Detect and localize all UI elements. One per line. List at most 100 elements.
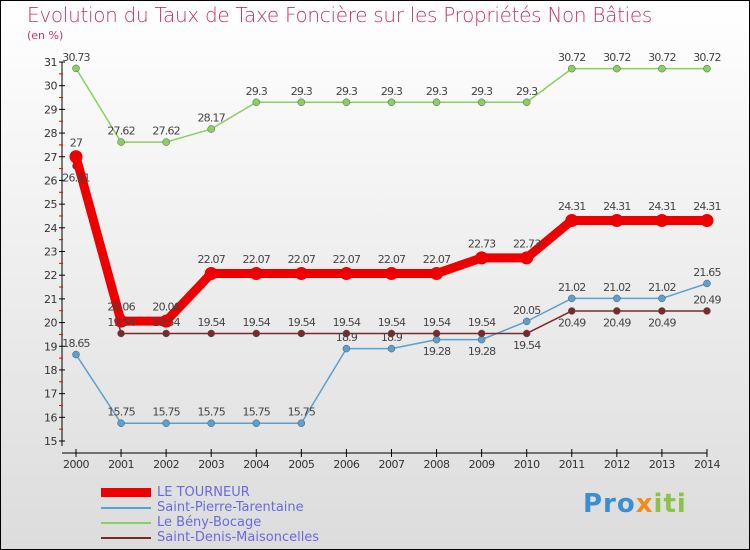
data-label: 21.02 [648,281,676,294]
data-label: 30.72 [558,51,586,64]
legend-swatch [101,488,151,497]
data-label: 30.73 [62,51,90,64]
data-label: 21.65 [693,266,721,279]
data-label: 28.17 [197,112,225,125]
data-point [342,344,351,353]
legend-swatch [101,536,151,539]
data-label: 22.73 [513,237,541,250]
legend-swatch [101,506,151,509]
y-tick-label: 20 [44,317,57,330]
data-label: 20.49 [603,316,631,329]
data-point [249,267,263,281]
data-point [610,213,624,227]
x-tick-label: 2005 [288,458,314,471]
data-label: 20.05 [513,304,541,317]
data-point [658,307,666,315]
data-label: 21.02 [558,281,586,294]
proxiti-logo: Proxiti [583,489,687,519]
data-label: 30.72 [603,51,631,64]
data-point [207,329,215,338]
data-label: 29.3 [426,85,448,98]
data-point [658,64,666,73]
x-tick-label: 2007 [378,458,404,471]
data-point [339,267,353,281]
y-tick-label: 31 [44,56,57,69]
data-label: 15.75 [152,406,180,419]
data-point [432,98,441,107]
data-point [297,419,306,427]
data-point [342,329,351,338]
legend-label: Le Bény-Bocage [157,515,262,530]
data-label: 19.54 [423,316,451,329]
data-label: 22.07 [333,253,361,266]
data-point [72,350,80,359]
data-point [387,98,396,107]
data-point [114,314,128,328]
data-point [430,267,444,281]
data-label: 20.06 [107,301,135,314]
x-tick-label: 2001 [108,458,134,471]
y-tick-label: 29 [44,103,57,116]
data-point [252,329,261,338]
data-point [252,98,261,107]
data-label: 22.07 [378,253,406,266]
legend-item: Saint-Pierre-Tarentaine [101,500,319,515]
data-label: 29.3 [246,85,268,98]
y-tick-label: 16 [44,411,57,424]
data-label: 27.62 [107,125,135,138]
data-point [658,294,666,303]
data-point [613,64,621,73]
data-label: 19.28 [468,345,496,358]
x-tick-label: 2008 [424,458,450,471]
data-label: 19.54 [333,316,361,329]
x-tick-label: 2014 [694,458,720,471]
data-label: 19.28 [423,345,451,358]
data-point [69,150,83,164]
data-point [432,329,441,338]
data-point [159,314,173,328]
data-label: 29.3 [471,85,493,98]
data-label: 19.54 [152,316,180,329]
y-tick-label: 19 [44,340,57,353]
data-label: 27 [70,136,83,149]
data-point [477,98,486,107]
x-tick-label: 2002 [153,458,179,471]
x-tick-label: 2010 [514,458,540,471]
data-point [117,329,125,338]
data-point [162,419,170,427]
y-tick-label: 28 [44,127,57,140]
data-point [384,267,398,281]
data-label: 19.54 [197,316,225,329]
data-point [207,125,215,133]
data-label: 29.3 [336,85,358,98]
data-label: 22.07 [243,253,271,266]
data-label: 19.54 [468,316,496,329]
data-point [703,279,711,288]
data-point [207,419,215,427]
x-tick-label: 2012 [604,458,630,471]
data-point [703,64,711,73]
data-label: 21.02 [603,281,631,294]
data-label: 19.54 [288,316,316,329]
data-point [522,329,531,338]
data-point [387,344,396,353]
data-label: 20.49 [693,293,721,306]
plot-area: 15 16 17 18 19 20 21 22 23 24 25 26 27 28 29 30 31 2000 20… [44,51,722,471]
data-point [655,213,669,227]
x-tick-label: 2009 [469,458,495,471]
data-label: 30.72 [648,51,676,64]
data-label: 29.3 [381,85,403,98]
data-point [613,294,621,303]
y-tick-label: 27 [44,151,57,164]
data-label: 19.54 [243,316,271,329]
data-label: 24.31 [558,200,586,213]
data-label: 29.3 [516,85,538,98]
legend-swatch [101,521,151,524]
data-point [297,98,306,107]
data-label: 30.72 [693,51,721,64]
legend-label: Saint-Denis-Maisoncelles [157,530,320,545]
data-point [703,307,711,315]
y-tick-label: 22 [44,269,57,282]
data-point [297,329,306,338]
data-label: 29.3 [291,85,313,98]
